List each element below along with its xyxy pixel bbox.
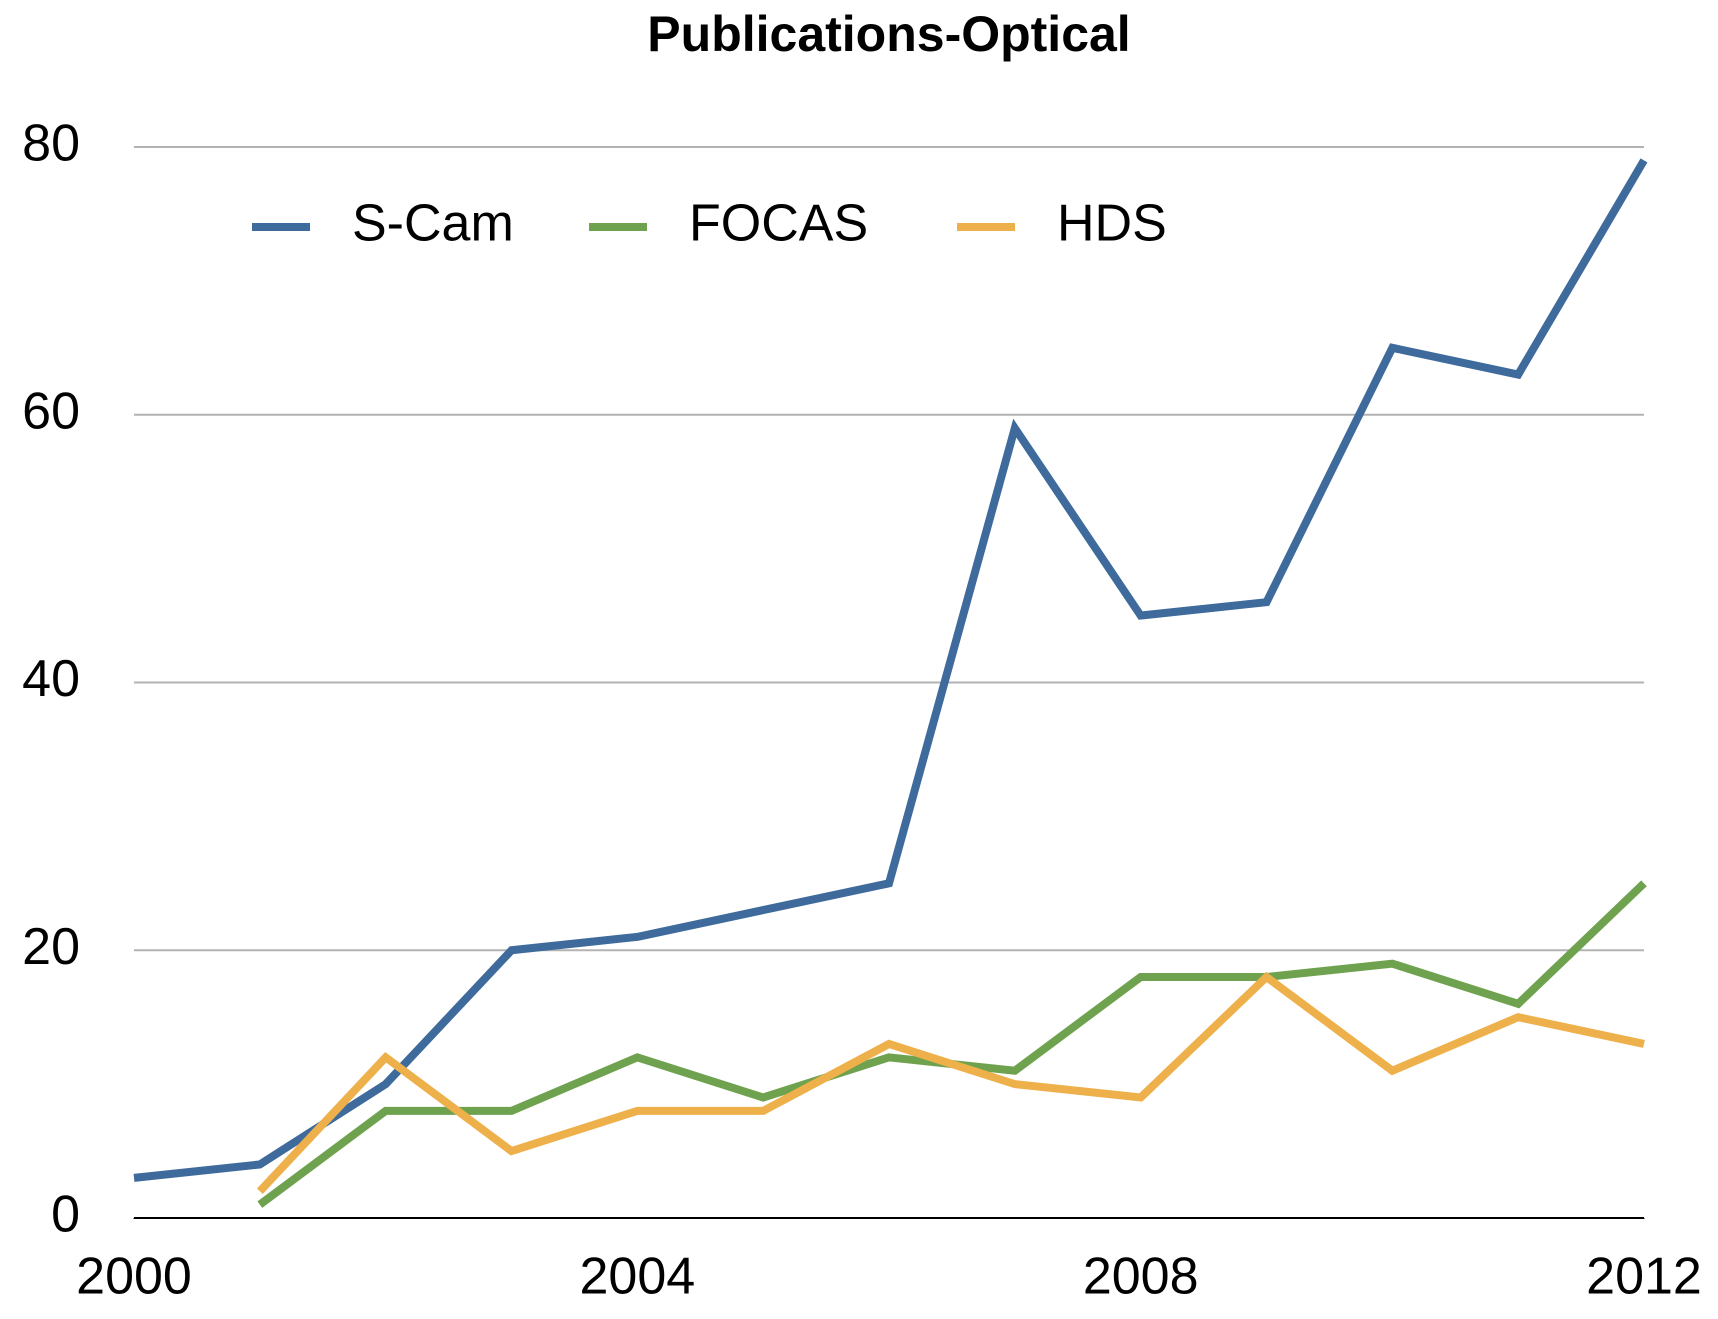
chart-title: Publications-Optical (647, 6, 1130, 62)
x-tick-label: 2012 (1586, 1248, 1702, 1306)
legend-label: HDS (1057, 195, 1167, 253)
x-tick-label: 2004 (579, 1248, 695, 1306)
line (133, 158, 1648, 1182)
y-tick-label: 80 (22, 115, 80, 173)
line (257, 880, 1647, 1208)
y-tick-label: 0 (51, 1186, 80, 1244)
y-tick-label: 40 (22, 650, 80, 708)
y-tick-label: 60 (22, 382, 80, 440)
legend-label: S-Cam (352, 195, 514, 253)
x-tick-label: 2008 (1083, 1248, 1199, 1306)
x-tick-label: 2000 (76, 1248, 192, 1306)
line (256, 971, 1645, 1194)
y-tick-label: 20 (22, 918, 80, 976)
legend-label: FOCAS (689, 195, 868, 253)
